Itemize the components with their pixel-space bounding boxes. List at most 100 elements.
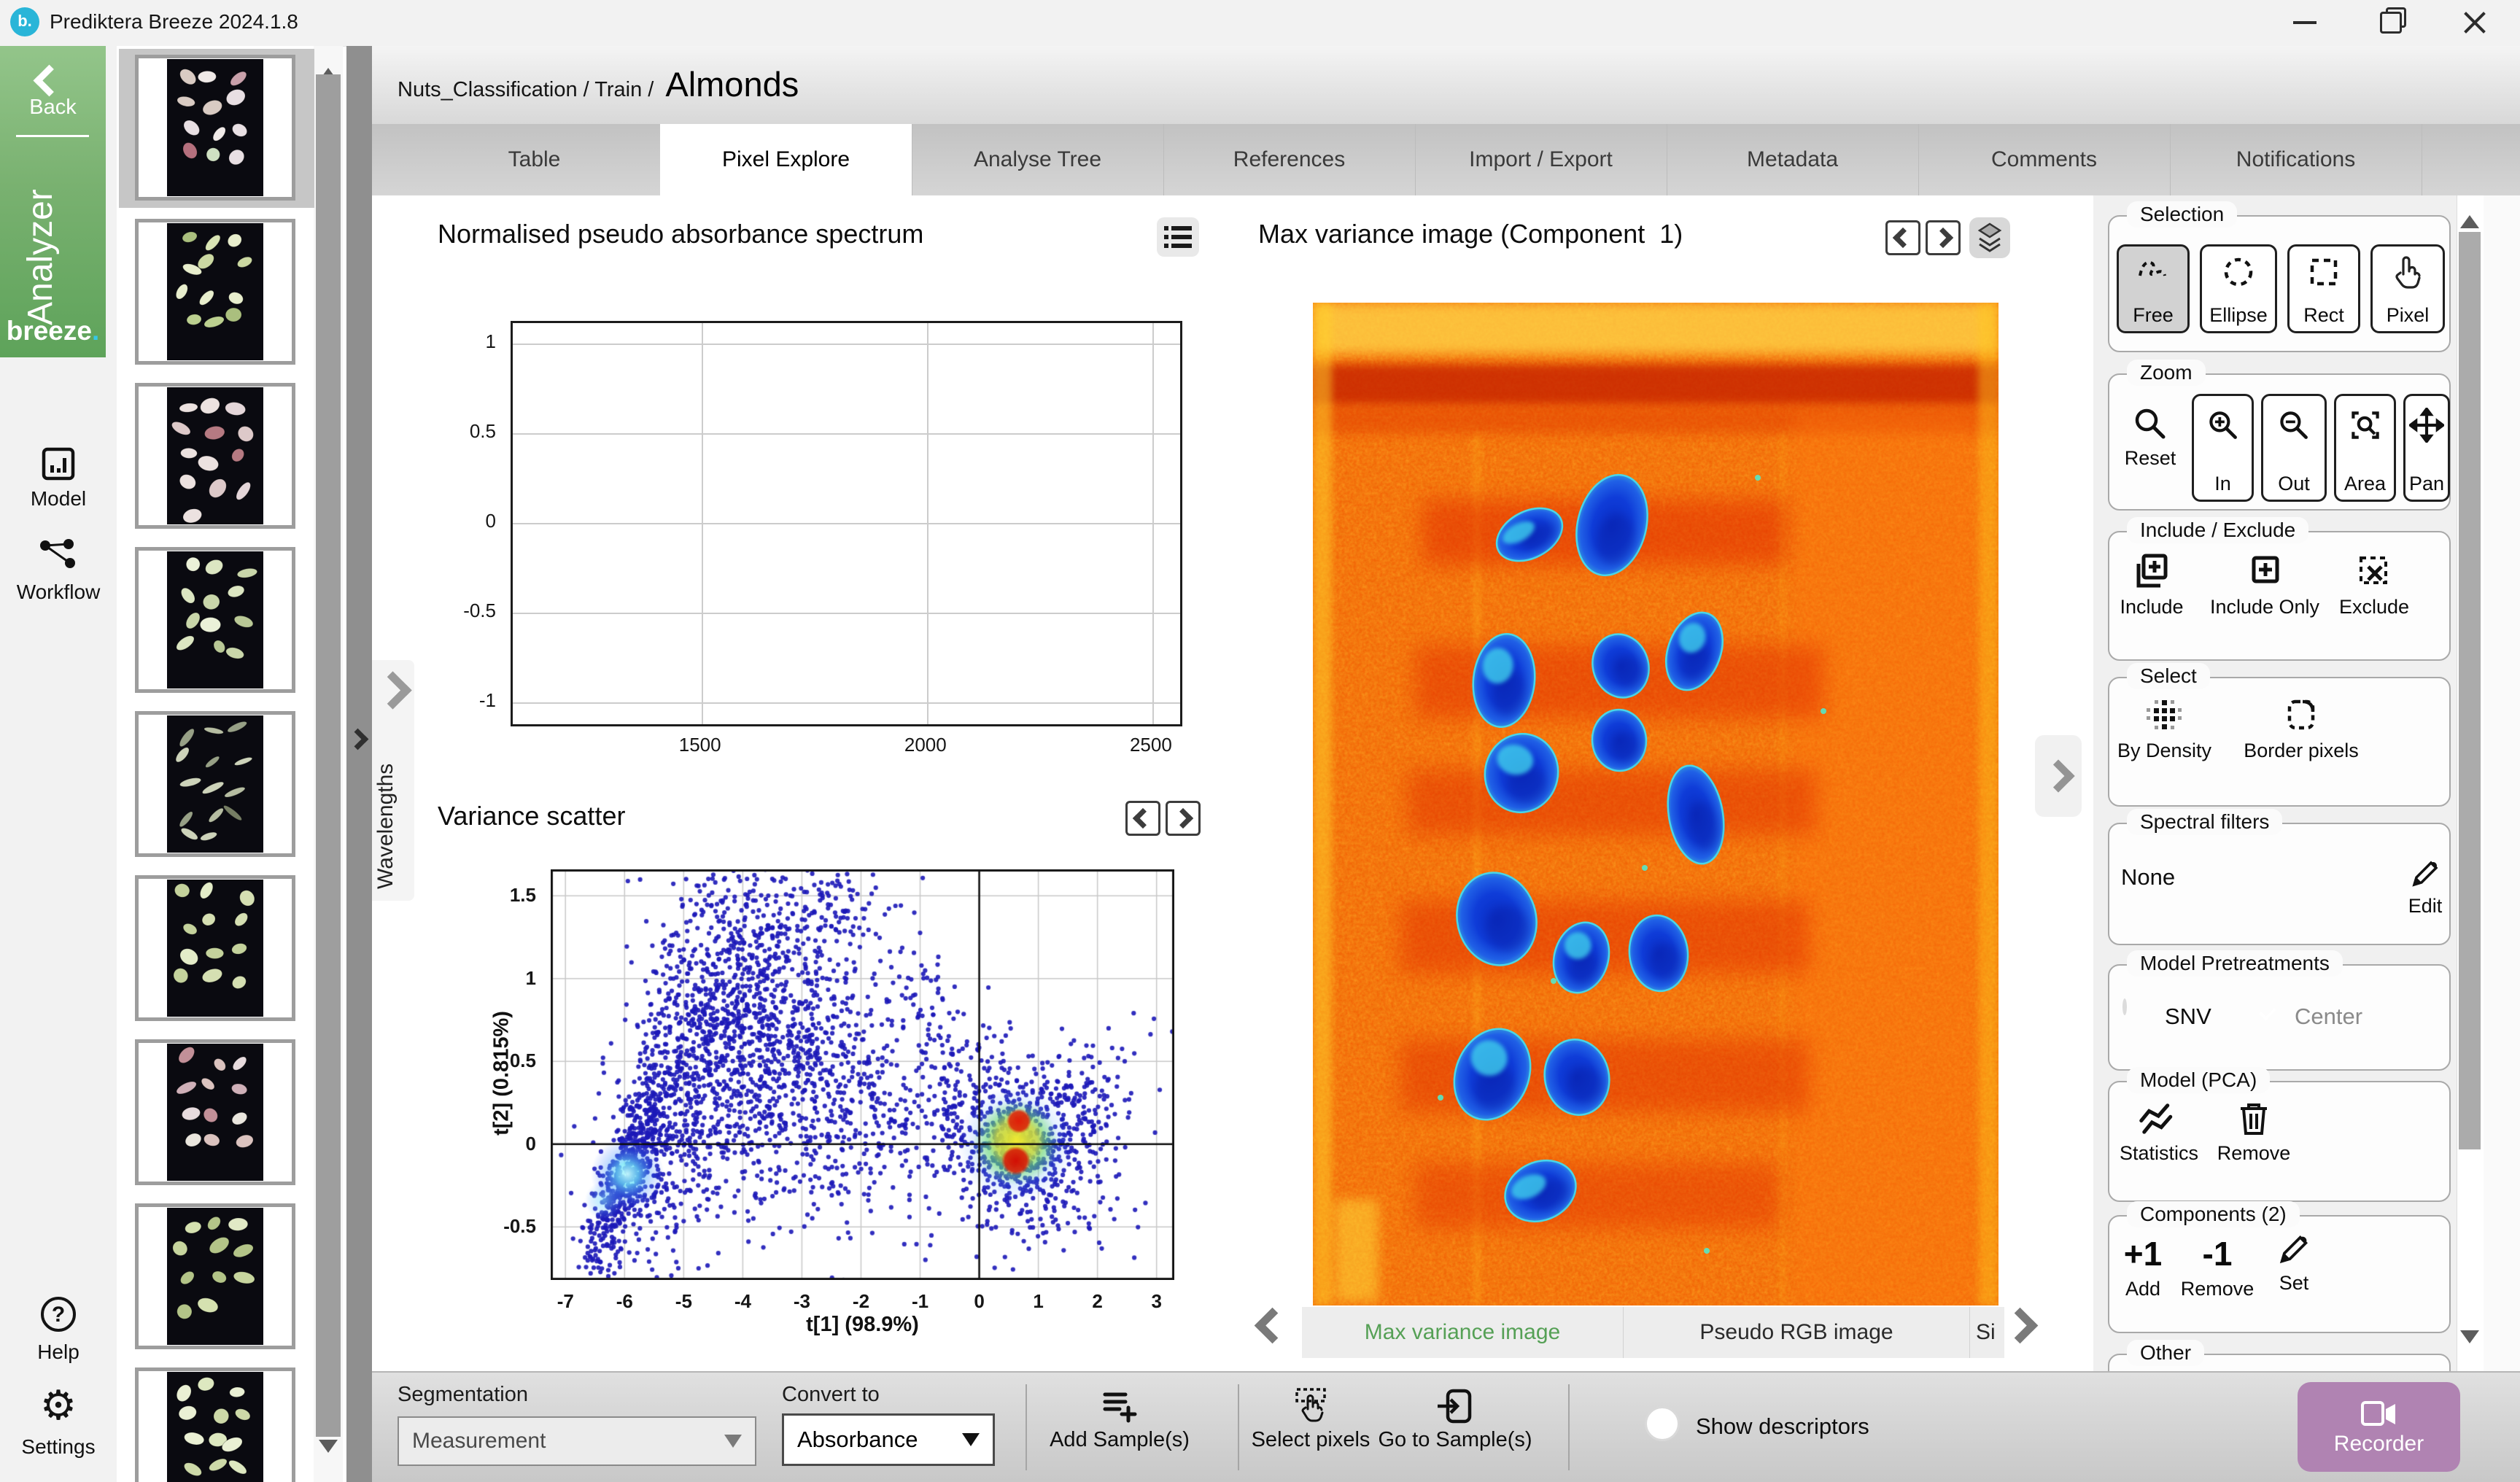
- zoom-reset-button[interactable]: Reset: [2114, 405, 2187, 470]
- dropdown-arrow-icon: [724, 1435, 742, 1448]
- convert-to-select[interactable]: Absorbance: [782, 1413, 995, 1466]
- sample-thumbnail[interactable]: [135, 547, 295, 693]
- include-only-button[interactable]: Include Only: [2206, 551, 2323, 618]
- wavelengths-expand-icon[interactable]: [373, 671, 412, 710]
- max-variance-image[interactable]: [1313, 303, 1998, 1306]
- axis-tick-label: -7: [557, 1290, 574, 1312]
- axis-tick-label: 2500: [1129, 734, 1172, 756]
- image-next-button[interactable]: [1926, 220, 1961, 255]
- show-descriptors-label: Show descriptors: [1696, 1413, 1869, 1439]
- sample-thumbnail[interactable]: [135, 1367, 295, 1482]
- exclude-button[interactable]: Exclude: [2330, 551, 2418, 618]
- selection-ellipse-button[interactable]: Ellipse: [2200, 244, 2277, 333]
- sidebar-item-settings[interactable]: Settings: [21, 1435, 96, 1458]
- show-descriptors-checkbox[interactable]: [1645, 1406, 1680, 1441]
- segmentation-select[interactable]: Measurement: [398, 1416, 756, 1466]
- tab-table[interactable]: Table: [408, 124, 661, 195]
- tab-references[interactable]: References: [1163, 124, 1416, 195]
- statistics-button[interactable]: Statistics: [2112, 1100, 2206, 1165]
- layers-button[interactable]: [1969, 217, 2010, 258]
- zoom-area-icon: [2336, 408, 2394, 443]
- thumbnail-scrollbar-thumb[interactable]: [316, 74, 341, 1437]
- tab-comments[interactable]: Comments: [1918, 124, 2171, 195]
- go-to-sample-icon: [1438, 1389, 1472, 1424]
- axis-tick-label: 1: [525, 966, 536, 989]
- sample-thumbnail[interactable]: [135, 383, 295, 529]
- back-icon[interactable]: [33, 64, 66, 97]
- spectrum-plot[interactable]: [511, 321, 1182, 726]
- minimize-button[interactable]: [2279, 4, 2330, 41]
- wavelengths-tab[interactable]: [372, 660, 414, 901]
- gridline: [513, 702, 1180, 704]
- add-samples-button[interactable]: Add Sample(s): [1043, 1387, 1196, 1452]
- select-by-density-button[interactable]: By Density: [2112, 694, 2217, 762]
- component-set-button[interactable]: Set: [2265, 1231, 2323, 1295]
- go-to-samples-button[interactable]: Go to Sample(s): [1378, 1387, 1532, 1452]
- breadcrumb-path[interactable]: Nuts_Classification / Train /: [398, 78, 654, 101]
- wavelengths-tab-label[interactable]: Wavelengths: [373, 763, 398, 889]
- sample-thumbnail[interactable]: [135, 1203, 295, 1349]
- zoom-pan-button[interactable]: Pan: [2403, 394, 2450, 502]
- right-panel-collapse-handle[interactable]: [2035, 735, 2082, 817]
- tab-import-export[interactable]: Import / Export: [1415, 124, 1667, 195]
- sample-thumbnail[interactable]: [135, 55, 295, 201]
- video-camera-icon: [2360, 1400, 2395, 1426]
- zoom-in-button[interactable]: In: [2192, 394, 2254, 502]
- thumbnail-scroll-up-icon[interactable]: [319, 55, 338, 81]
- model-icon: [41, 446, 76, 485]
- sample-thumbnail[interactable]: [135, 875, 295, 1021]
- sidebar-item-help[interactable]: Help: [37, 1341, 80, 1363]
- sample-thumbnail[interactable]: [135, 1039, 295, 1185]
- component-add-button[interactable]: +1 Add: [2123, 1235, 2163, 1300]
- group-spectral-filters-label: Spectral filters: [2127, 809, 2283, 835]
- image-tab-pseudo-rgb[interactable]: Pseudo RGB image: [1624, 1307, 1970, 1358]
- image-prev-button[interactable]: [1885, 220, 1920, 255]
- variance-scatter-plot[interactable]: [551, 869, 1174, 1280]
- selection-pixel-button[interactable]: Pixel: [2370, 244, 2445, 333]
- back-button[interactable]: Back: [29, 96, 77, 119]
- image-tab-max-variance[interactable]: Max variance image: [1302, 1307, 1624, 1358]
- image-tabs-scroll-right-icon[interactable]: [2001, 1307, 2039, 1344]
- tab-notifications[interactable]: Notifications: [2170, 124, 2422, 195]
- component-remove-button[interactable]: -1 Remove: [2180, 1235, 2255, 1300]
- axis-tick-label: 2: [1092, 1290, 1103, 1312]
- sidebar-item-workflow[interactable]: Workflow: [16, 581, 101, 603]
- thumbnail-scroll-down-icon[interactable]: [319, 1440, 338, 1466]
- tab-pixel-explore[interactable]: Pixel Explore: [660, 124, 912, 195]
- spectrum-list-button[interactable]: [1157, 217, 1199, 257]
- spectral-filter-edit-button[interactable]: Edit: [2400, 857, 2451, 917]
- statistics-icon: [2139, 1103, 2173, 1134]
- pixel-hand-icon: [2373, 254, 2443, 290]
- sidebar-item-model[interactable]: Model: [30, 487, 87, 510]
- tab-metadata[interactable]: Metadata: [1667, 124, 1919, 195]
- right-scroll-up-icon[interactable]: [2460, 203, 2479, 228]
- select-pixels-icon: [1295, 1388, 1326, 1422]
- selection-free-button[interactable]: Free: [2117, 244, 2190, 333]
- tab-analyse-tree[interactable]: Analyse Tree: [912, 124, 1164, 195]
- group-other-label: Other: [2127, 1340, 2205, 1366]
- restore-button[interactable]: [2365, 4, 2416, 41]
- zoom-out-button[interactable]: Out: [2261, 394, 2327, 502]
- panel-splitter[interactable]: [346, 46, 372, 1482]
- scatter-prev-button[interactable]: [1125, 801, 1160, 836]
- recorder-button[interactable]: Recorder: [2298, 1382, 2460, 1472]
- select-pixels-button[interactable]: Select pixels: [1249, 1387, 1373, 1452]
- sample-thumbnail[interactable]: [135, 711, 295, 857]
- scatter-next-button[interactable]: [1166, 801, 1201, 836]
- sample-thumbnail[interactable]: [135, 219, 295, 365]
- right-scrollbar-thumb[interactable]: [2459, 232, 2481, 1149]
- include-button[interactable]: Include: [2112, 551, 2192, 618]
- select-border-pixels-button[interactable]: Border pixels: [2228, 694, 2374, 762]
- right-scroll-down-icon[interactable]: [2460, 1330, 2479, 1357]
- snv-checkbox[interactable]: [2122, 998, 2127, 1015]
- close-button[interactable]: [2449, 4, 2500, 41]
- remove-model-button[interactable]: Remove: [2210, 1100, 2298, 1165]
- group-selection-label: Selection: [2127, 201, 2238, 228]
- axis-tick-label: -0.5: [503, 1215, 536, 1238]
- almond-sample-image: [167, 223, 263, 360]
- image-tabs-scroll-left-icon[interactable]: [1254, 1307, 1291, 1344]
- axis-tick-label: 1500: [678, 734, 721, 756]
- selection-rect-button[interactable]: Rect: [2287, 244, 2360, 333]
- image-tab-similarity[interactable]: Si: [1970, 1307, 2004, 1358]
- zoom-area-button[interactable]: Area: [2334, 394, 2396, 502]
